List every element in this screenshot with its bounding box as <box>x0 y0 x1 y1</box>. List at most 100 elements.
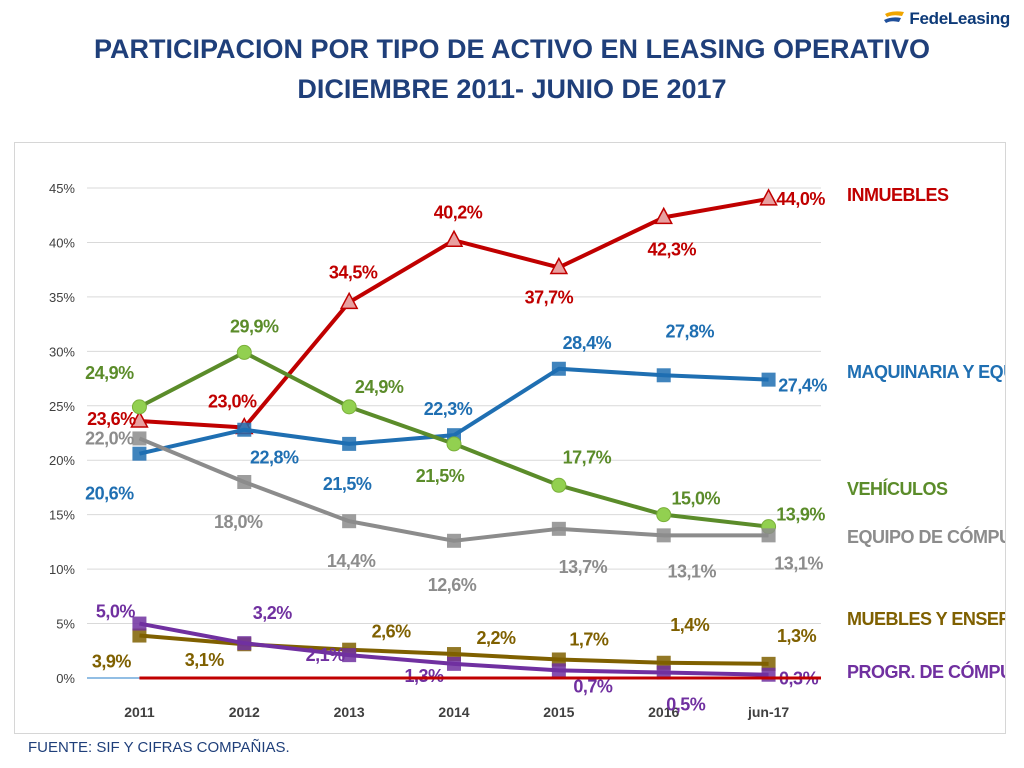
data-label: 23,0% <box>208 392 257 412</box>
data-point-marker <box>342 648 357 663</box>
data-point-marker <box>761 667 776 682</box>
data-point-marker <box>339 291 359 310</box>
fedeleasing-logo: FedeLeasing <box>883 4 1010 34</box>
data-label: 13,7% <box>559 557 608 577</box>
legend-entry: VEHÍCULOS <box>847 478 948 499</box>
data-point-marker <box>761 528 776 543</box>
data-label: 27,4% <box>778 376 827 396</box>
data-label: 1,3% <box>777 626 817 646</box>
data-point-marker <box>551 663 566 678</box>
data-label: 22,0% <box>85 428 134 448</box>
x-tick-label: 2014 <box>438 704 469 720</box>
data-point-marker <box>132 616 147 631</box>
data-label: 44,0% <box>776 189 825 209</box>
legend-entry: MAQUINARIA Y EQUIPO <box>847 362 1005 382</box>
data-label: 20,6% <box>85 484 134 504</box>
data-label: 22,8% <box>250 448 299 468</box>
data-point-marker <box>551 477 567 493</box>
data-point-marker <box>654 206 673 225</box>
data-label: 21,5% <box>416 466 465 486</box>
data-label: 22,3% <box>424 399 473 419</box>
data-label: 42,3% <box>647 239 696 259</box>
data-label: 21,5% <box>323 474 372 494</box>
data-label: 27,8% <box>665 321 714 341</box>
data-point-marker <box>237 636 252 651</box>
data-label: 13,9% <box>776 505 825 525</box>
data-point-marker <box>551 652 566 667</box>
data-label: 12,6% <box>428 575 477 595</box>
data-point-marker <box>342 514 357 529</box>
data-point-marker <box>656 665 671 680</box>
x-tick-label: jun-17 <box>747 704 789 720</box>
data-point-marker <box>131 399 147 415</box>
data-label: 2,2% <box>476 628 516 648</box>
y-tick-label: 15% <box>49 508 75 523</box>
x-tick-label: 2011 <box>124 704 155 720</box>
logo-text: FedeLeasing <box>909 9 1010 28</box>
y-tick-label: 10% <box>49 562 75 577</box>
data-point-marker <box>132 446 147 461</box>
data-label: 1,7% <box>569 629 609 649</box>
data-label: 3,2% <box>253 603 293 623</box>
data-label: 3,1% <box>185 650 225 670</box>
data-label: 13,1% <box>774 553 823 573</box>
legend-entry: EQUIPO DE CÓMPUTO <box>847 526 1005 547</box>
data-label: 18,0% <box>214 512 263 532</box>
data-point-marker <box>656 507 672 523</box>
data-label: 2,6% <box>372 622 412 642</box>
data-label: 24,9% <box>355 377 404 397</box>
data-label: 2,1% <box>306 645 346 665</box>
data-point-marker <box>551 521 566 536</box>
y-tick-label: 0% <box>56 671 75 686</box>
data-label: 15,0% <box>671 489 720 509</box>
data-point-marker <box>759 188 778 206</box>
y-tick-label: 35% <box>49 290 75 305</box>
data-label: 14,4% <box>327 551 376 571</box>
data-point-marker <box>132 628 147 643</box>
data-label: 37,7% <box>525 287 574 307</box>
data-point-marker <box>446 436 462 452</box>
data-point-marker <box>342 436 357 451</box>
y-tick-label: 25% <box>49 399 75 414</box>
legend-entry: INMUEBLES <box>847 185 949 205</box>
data-label: 28,4% <box>563 333 612 353</box>
data-label: 0,5% <box>666 695 706 715</box>
data-label: 0,7% <box>573 676 613 696</box>
data-label: 29,9% <box>230 316 279 336</box>
data-point-marker <box>551 361 566 376</box>
data-point-marker <box>130 410 149 428</box>
y-tick-label: 45% <box>49 181 75 196</box>
data-label: 24,9% <box>85 363 134 383</box>
data-point-marker <box>447 656 461 671</box>
data-label: 1,4% <box>670 615 710 635</box>
logo-swoosh-icon <box>884 11 905 23</box>
line-chart: 0% 5% 10% 15% 20% 25% 30% 35% 40% 45% 2011 2012 2013… <box>49 181 1024 720</box>
page-title-line1: PARTICIPACION POR TIPO DE ACTIVO EN LEAS… <box>93 34 931 64</box>
page-title-line2: DICIEMBRE 2011- JUNIO DE 2017 <box>297 74 727 104</box>
data-point-marker <box>444 229 464 248</box>
legend-entry: PROGR. DE CÓMPUTO <box>847 661 1005 682</box>
y-tick-label: 30% <box>49 344 75 359</box>
data-label: 3,9% <box>92 652 132 672</box>
data-point-marker <box>549 256 569 275</box>
data-point-marker <box>236 344 252 360</box>
data-point-marker <box>341 399 357 415</box>
legend-entry: MUEBLES Y ENSERES <box>847 609 1005 629</box>
data-label: 23,6% <box>87 409 136 429</box>
data-point-marker <box>656 528 671 543</box>
data-point-marker <box>447 533 461 548</box>
data-label: 40,2% <box>434 202 483 222</box>
source-footnote: FUENTE: SIF Y CIFRAS COMPAÑIAS. <box>28 739 290 756</box>
data-point-marker <box>656 368 671 383</box>
data-point-marker <box>761 372 776 387</box>
data-label: 13,1% <box>667 561 716 581</box>
data-point-marker <box>237 422 252 437</box>
x-tick-label: 2012 <box>229 704 260 720</box>
y-tick-label: 5% <box>56 617 75 632</box>
y-tick-label: 40% <box>49 235 75 250</box>
data-point-marker <box>237 475 252 489</box>
data-label: 34,5% <box>329 262 378 282</box>
data-point-marker <box>761 656 776 671</box>
chart-frame: 0% 5% 10% 15% 20% 25% 30% 35% 40% 45% 2011 2012 2013… <box>14 142 1024 734</box>
x-tick-label: 2013 <box>334 704 365 720</box>
